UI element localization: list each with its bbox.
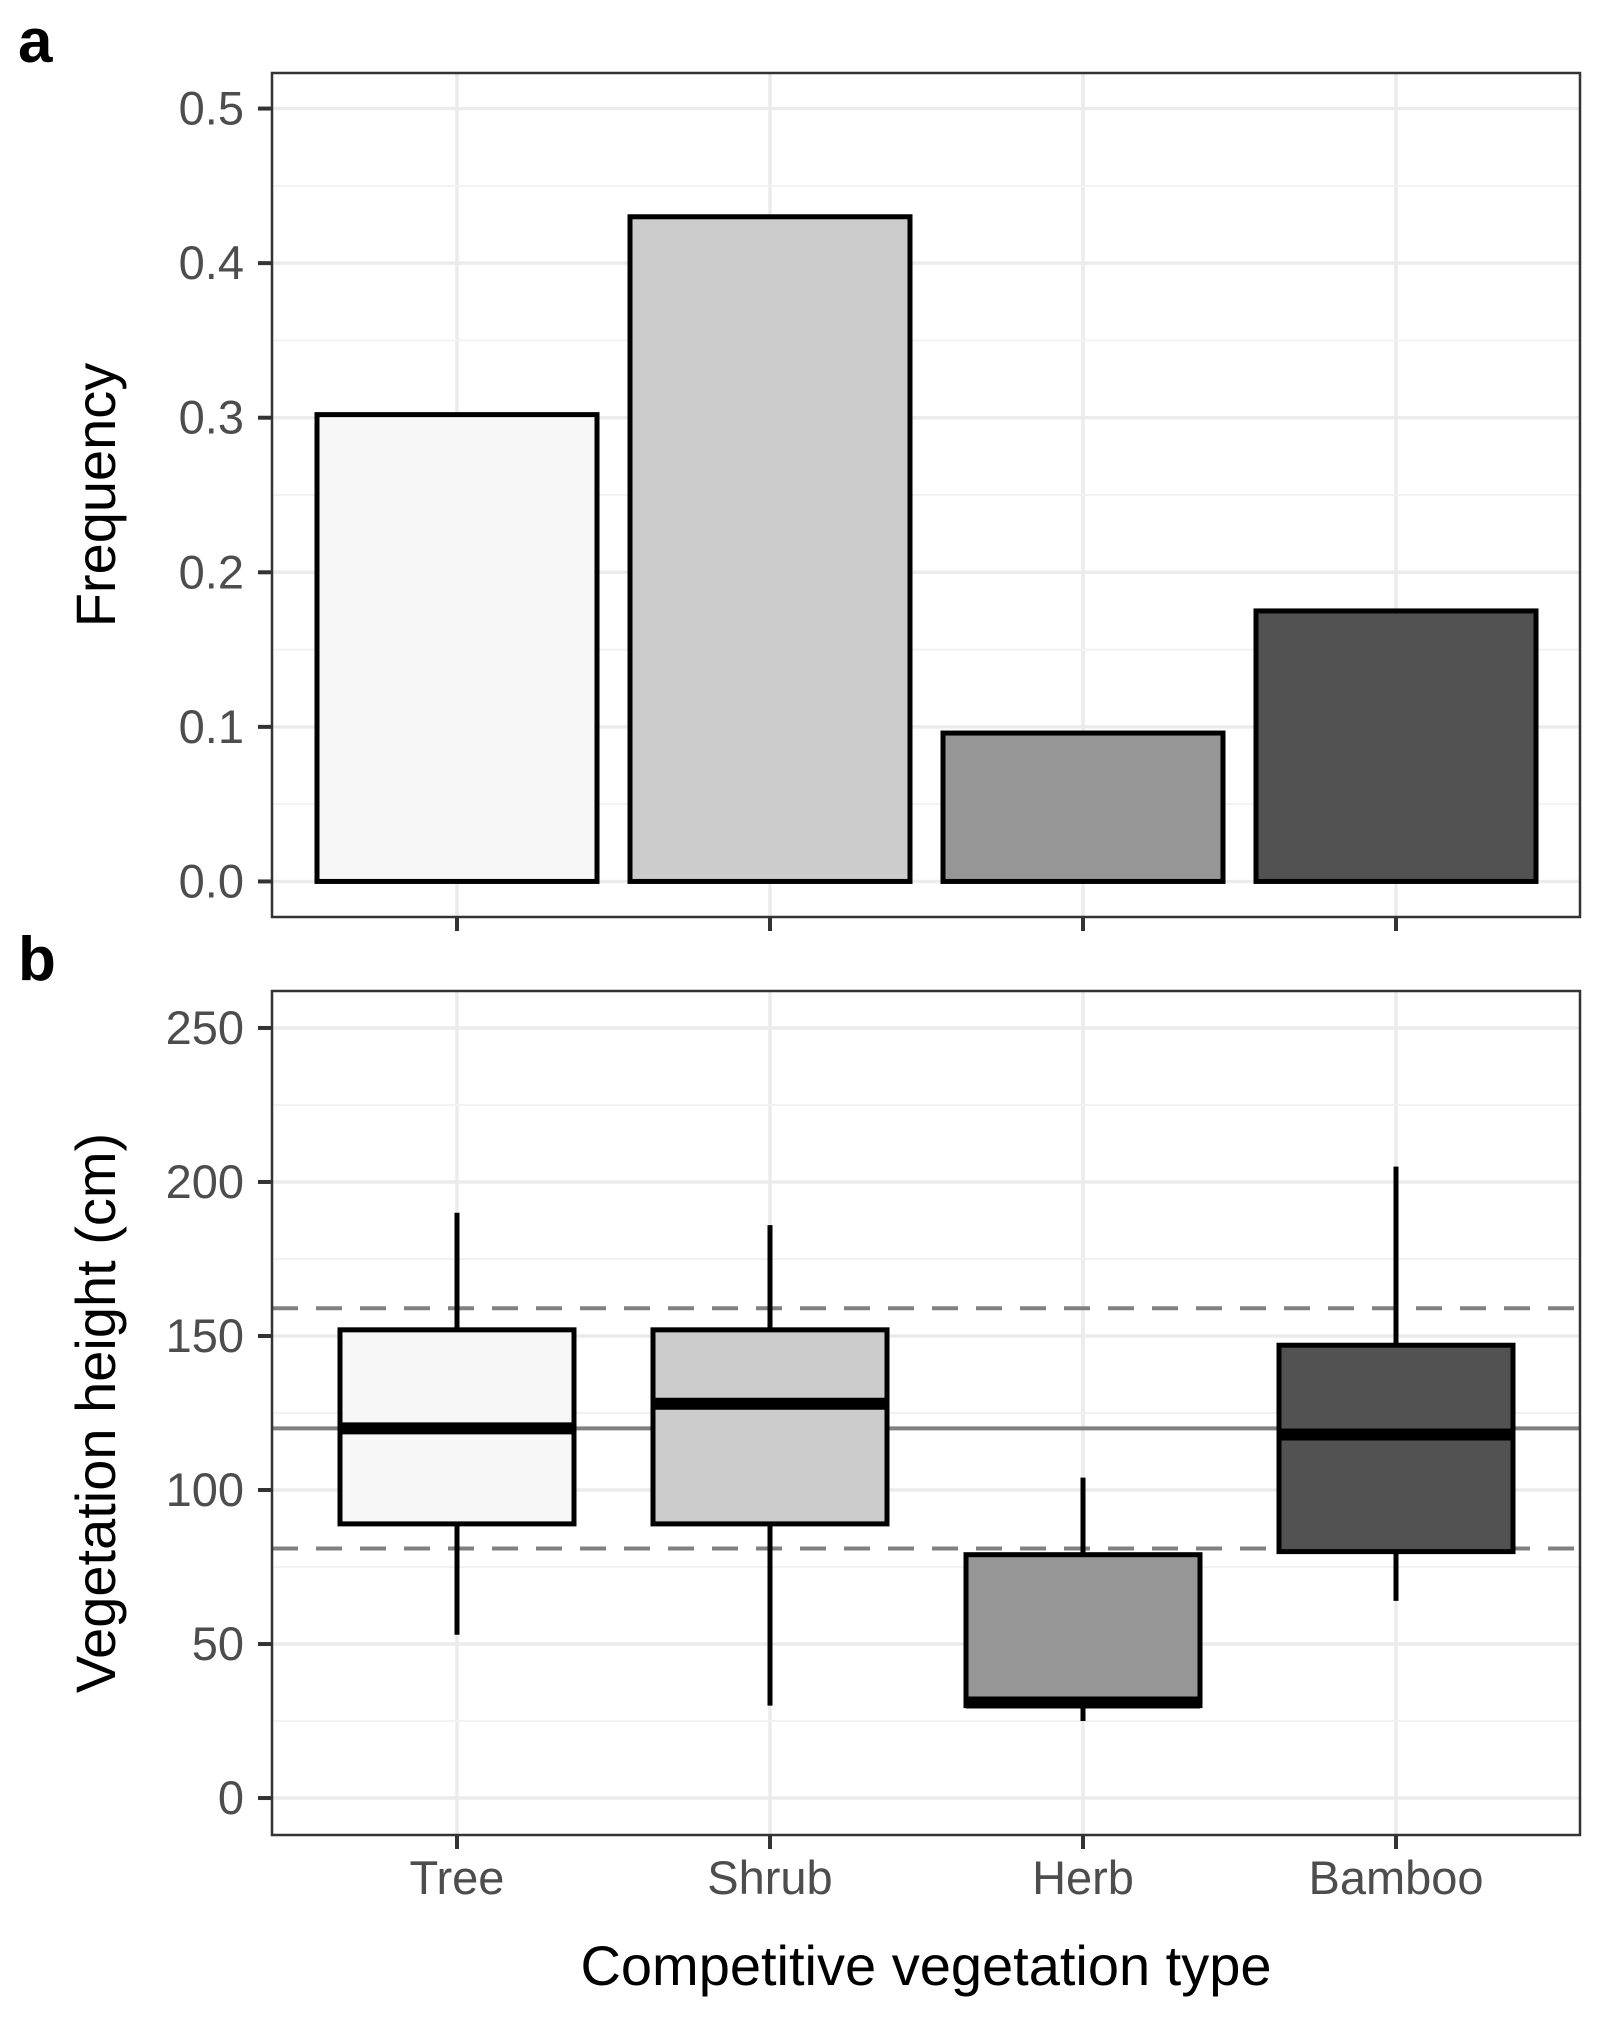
y-tick-label-250: 250 [166, 1001, 244, 1054]
y-tick-label-0-2: 0.2 [179, 545, 244, 598]
panel-b-x-axis-title: Competitive vegetation type [580, 1934, 1271, 1997]
panel-b-boxes [337, 1166, 1516, 1722]
panel-b-height-boxplot: 0 50 100 150 200 250 Tree Shrub Herb Bamboo b Ve… [18, 925, 1582, 1997]
panel-a-label: a [18, 7, 53, 76]
bar-herb [940, 730, 1226, 884]
y-tick-label-100: 100 [166, 1463, 244, 1516]
bar-tree [314, 412, 600, 884]
panel-b-label: b [18, 925, 56, 994]
y-tick-label-50: 50 [192, 1617, 244, 1670]
panel-a-border [270, 71, 1582, 919]
box-herb [963, 1552, 1203, 1709]
y-tick-label-200: 200 [166, 1155, 244, 1208]
panel-b-x-axis: Tree Shrub Herb Bamboo [410, 1835, 1484, 1904]
y-tick-label-0-0: 0.0 [179, 854, 244, 907]
panel-a-frequency-chart: 0.0 0.1 0.2 0.3 0.4 0.5 a Frequency [18, 7, 1582, 931]
box-shrub [650, 1327, 890, 1527]
x-tick-label-herb: Herb [1032, 1851, 1134, 1904]
panel-a-bars [314, 214, 1539, 884]
y-tick-label-0: 0 [218, 1771, 244, 1824]
x-tick-label-shrub: Shrub [707, 1851, 832, 1904]
panel-b-gridlines [272, 991, 1580, 1835]
x-tick-label-tree: Tree [410, 1851, 505, 1904]
panel-b-border [270, 989, 1582, 1837]
y-tick-label-0-1: 0.1 [179, 700, 244, 753]
bar-bamboo [1253, 608, 1539, 884]
panel-a-x-axis [455, 917, 1398, 931]
box-bamboo [1276, 1342, 1516, 1555]
panel-b-y-axis-title: Vegetation height (cm) [64, 1133, 127, 1693]
panel-b-y-axis: 0 50 100 150 200 250 [166, 1001, 272, 1824]
x-tick-label-bamboo: Bamboo [1308, 1851, 1483, 1904]
panel-a-y-axis: 0.0 0.1 0.2 0.3 0.4 0.5 [179, 82, 272, 907]
y-tick-label-0-5: 0.5 [179, 82, 244, 135]
y-tick-label-0-4: 0.4 [179, 236, 244, 289]
y-tick-label-150: 150 [166, 1309, 244, 1362]
panel-a-y-axis-title: Frequency [64, 363, 127, 628]
bar-shrub [627, 214, 913, 884]
y-tick-label-0-3: 0.3 [179, 391, 244, 444]
